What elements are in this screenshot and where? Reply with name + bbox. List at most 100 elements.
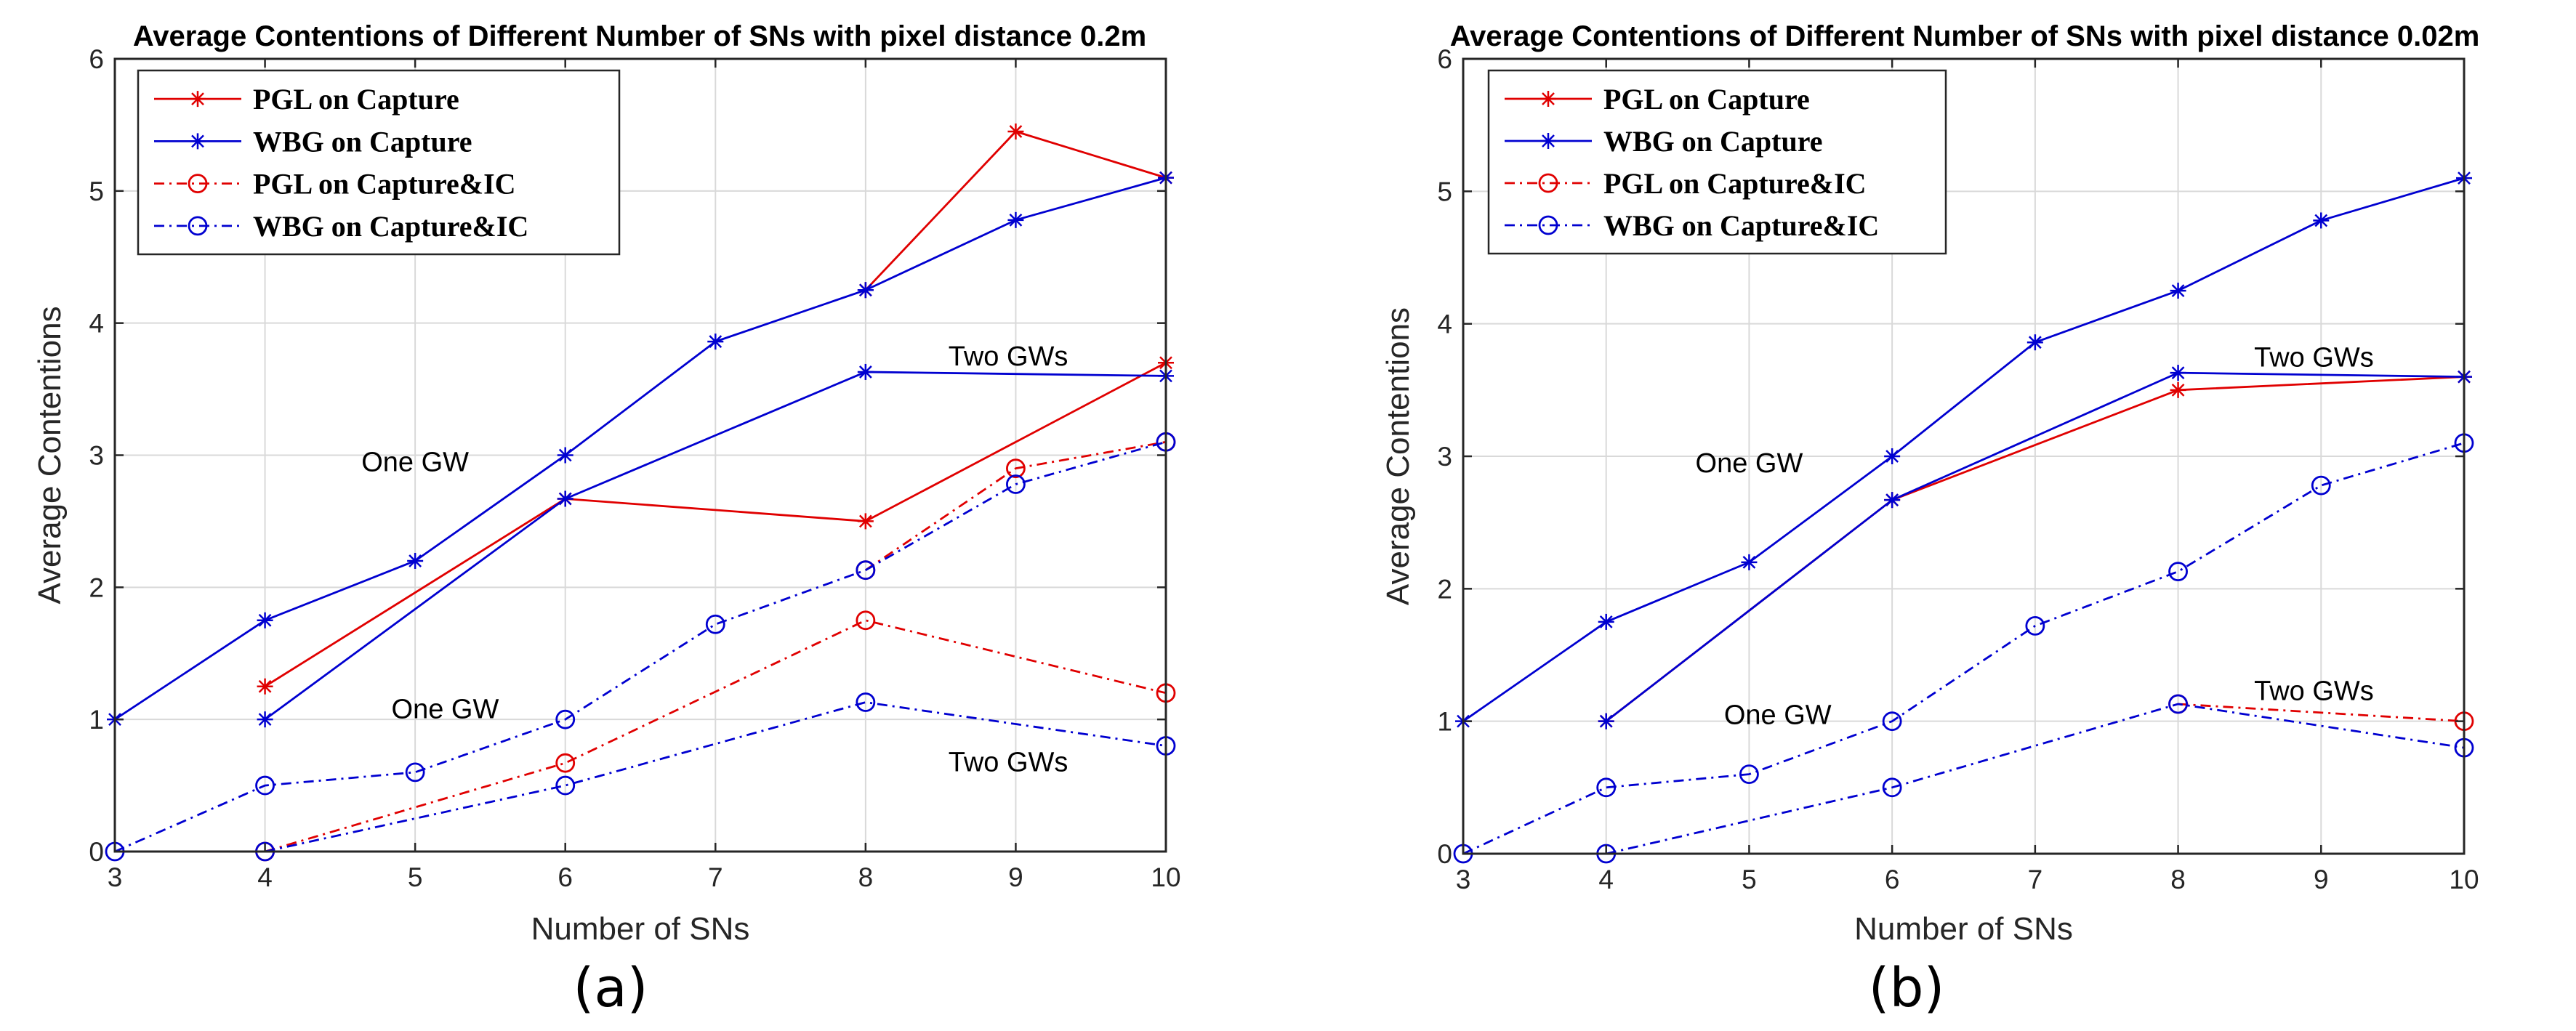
- chart-b-series-3-point-4: [2025, 615, 2045, 636]
- chart-b-legend-marker-0-d2: [1542, 92, 1555, 105]
- chart-a-legend-marker-2: [188, 174, 208, 194]
- chart-a-legend-entry-1: WBG on Capture: [154, 125, 472, 158]
- chart-a-series-6-line: [265, 619, 1167, 853]
- chart-a-legend-entry-3: WBG on Capture&IC: [154, 210, 528, 243]
- chart-b-x-ticks: 3 4 5 6 7 8 9 10: [1456, 59, 2479, 894]
- chart-b-x-axis-label: Number of SNs: [1854, 911, 2073, 947]
- chart-a-x-tick-label-0: 3: [108, 862, 123, 892]
- chart-b-series-2-line: [1605, 371, 2465, 722]
- chart-b-series-0-point-2: [1741, 554, 1758, 570]
- chart-b-series-4-line: [2178, 703, 2465, 723]
- chart-b-x-tick-label-2: 5: [1742, 865, 1757, 894]
- chart-a-series-1-point-2-d2: [408, 554, 422, 567]
- chart-b-annotation-0: One GW: [1696, 448, 1803, 479]
- chart-a-legend: PGL on Capture WBG on Capture PGL on Captu…: [137, 69, 621, 256]
- chart-a-series-1-point-3-d2: [558, 448, 572, 462]
- chart-a-y-tick-label-2: 2: [89, 573, 104, 602]
- chart-b-series-0-point-6: [2313, 212, 2330, 229]
- chart-a-annotation-2: One GW: [392, 695, 499, 725]
- chart-b-x-tick-label-3: 6: [1885, 865, 1900, 894]
- chart-a-y-tick-label-0: 0: [89, 837, 104, 867]
- chart-b-y-tick-label-1: 1: [1437, 707, 1452, 737]
- chart-a-series-1-point-3: [557, 447, 573, 464]
- chart-b-legend: PGL on Capture WBG on Capture PGL on Captu…: [1487, 69, 1947, 255]
- chart-a-x-tick-label-3: 6: [558, 862, 573, 892]
- chart-a-series-0-point-1: [1007, 124, 1024, 140]
- chart-b-y-tick-label-5: 5: [1437, 177, 1452, 206]
- chart-b-legend-marker-2: [1538, 173, 1558, 193]
- chart-b-y-axis-label: Average Contentions: [1380, 307, 1416, 605]
- chart-a-annotation-3: Two GWs: [949, 747, 1068, 777]
- chart-b-series-0-point-1: [1598, 613, 1614, 630]
- chart-a-x-tick-label-2: 5: [408, 862, 423, 892]
- chart-a-legend-entry-2: PGL on Capture&IC: [154, 168, 516, 201]
- chart-a-series-1-line: [114, 177, 1167, 721]
- chart-b-series-1-point-2-d2: [2171, 383, 2185, 397]
- chart-a-series-6-point-2: [856, 610, 876, 631]
- chart-b-legend-marker-3: [1538, 215, 1558, 235]
- chart-b-legend-label-2: PGL on Capture&IC: [1603, 167, 1867, 200]
- chart-a-series-4-point-1: [1006, 458, 1026, 479]
- chart-b-legend-entry-0: PGL on Capture: [1505, 83, 1810, 116]
- chart-a-y-axis-label: Average Contentions: [32, 306, 68, 604]
- chart-a-series-1-point-6: [1007, 211, 1024, 228]
- chart-b-series-3-point-1: [1596, 777, 1617, 798]
- chart-a-legend-marker-1: [190, 133, 206, 150]
- chart-b-legend-entry-3: WBG on Capture&IC: [1505, 209, 1879, 242]
- chart-a-series-7-point-1: [555, 775, 576, 796]
- chart-a-y-tick-label-3: 3: [89, 441, 104, 471]
- chart-b-legend-box: [1487, 69, 1947, 255]
- chart-b-series-2-point-0: [1598, 713, 1614, 729]
- chart-a-series-3-point-2-d2: [858, 365, 872, 379]
- chart-b: 3 4 5 6 7 8 9 10 0 1 2 3 4 5 6 Number of SNs Average Con…: [1380, 20, 2479, 1019]
- chart-a-series-0-point-1-d2: [1009, 125, 1023, 138]
- chart-b-legend-label-3: WBG on Capture&IC: [1603, 209, 1879, 242]
- chart-a-series-2-point-2-d2: [858, 514, 872, 528]
- chart-a-series-2-point-2: [857, 513, 874, 530]
- chart-a-series-1-point-5-d2: [858, 283, 872, 297]
- chart-a-legend-entry-0: PGL on Capture: [154, 83, 459, 116]
- chart-a-series-3-point-0: [257, 711, 273, 728]
- chart-b-annotation-1: Two GWs: [2254, 342, 2374, 373]
- chart-a-legend-label-3: WBG on Capture&IC: [253, 210, 528, 243]
- chart-a-series-3-point-2: [857, 363, 874, 380]
- chart-a-series-1-point-1: [257, 612, 273, 628]
- chart-a-x-axis-label: Number of SNs: [531, 911, 750, 947]
- chart-b-series-0-point-3-d2: [1885, 450, 1899, 463]
- chart-a-series-1-point-5: [857, 282, 874, 299]
- chart-b-legend-marker-1-d2: [1542, 134, 1555, 147]
- chart-b-x-tick-label-4: 7: [2028, 865, 2043, 894]
- chart-b-legend-marker-0: [1540, 91, 1556, 107]
- chart-a-series-4-line: [865, 440, 1167, 571]
- chart-b-x-tick-label-6: 9: [2314, 865, 2329, 894]
- chart-b-legend-entry-2: PGL on Capture&IC: [1505, 167, 1867, 200]
- chart-a-legend-box: [137, 69, 621, 256]
- chart-a-x-tick-label-1: 4: [257, 862, 273, 892]
- chart-b-legend-entry-1: WBG on Capture: [1505, 125, 1823, 158]
- chart-a: 3 4 5 6 7 8 9 10 0 1 2 3 4 5 6 Number of SNs Average Con…: [32, 20, 1181, 1019]
- chart-a-x-tick-label-5: 8: [858, 862, 874, 892]
- chart-b-panel-label: (b): [1869, 957, 1945, 1019]
- chart-b-x-tick-label-7: 10: [2449, 865, 2479, 894]
- chart-a-y-tick-label-1: 1: [89, 705, 104, 735]
- chart-b-annotation-2: One GW: [1724, 700, 1832, 731]
- chart-a-series-5-point-2: [405, 762, 425, 783]
- chart-b-series-0-point-5-d2: [2171, 284, 2185, 297]
- chart-b-series-0-point-6-d2: [2314, 214, 2328, 227]
- chart-a-series-5-point-3: [555, 709, 576, 729]
- chart-a-y-tick-label-4: 4: [89, 309, 104, 339]
- chart-a-legend-marker-0: [190, 91, 206, 108]
- chart-b-series-1-point-2: [2170, 381, 2186, 398]
- chart-a-series-5-point-4: [705, 614, 725, 634]
- chart-b-y-ticks: 0 1 2 3 4 5 6: [1437, 44, 2464, 869]
- chart-b-series-0-point-3: [1884, 448, 1901, 464]
- chart-a-series-5-point-5: [856, 560, 876, 581]
- chart-b-y-tick-label-2: 2: [1437, 574, 1452, 604]
- chart-a-y-ticks: 0 1 2 3 4 5 6: [89, 44, 1166, 867]
- chart-a-legend-label-1: WBG on Capture: [253, 125, 472, 158]
- chart-b-series-2-point-1: [1884, 492, 1901, 509]
- chart-b-series-3-point-2: [1739, 764, 1759, 784]
- chart-b-series-3-point-5: [2168, 562, 2188, 582]
- chart-a-annotation-0: One GW: [361, 448, 469, 478]
